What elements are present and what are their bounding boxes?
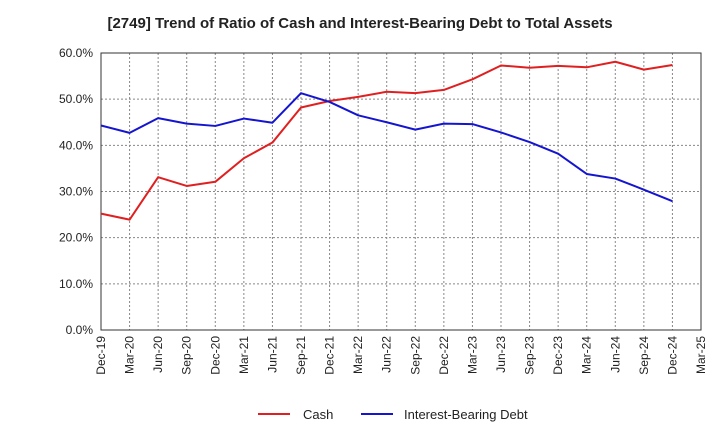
x-tick-label: Sep-22 <box>408 336 422 375</box>
y-tick-label: 20.0% <box>59 231 93 245</box>
legend: Cash Interest-Bearing Debt <box>258 407 528 422</box>
x-tick-label: Mar-22 <box>351 336 365 374</box>
chart-title: [2749] Trend of Ratio of Cash and Intere… <box>107 15 613 32</box>
x-tick-label: Dec-21 <box>323 336 337 375</box>
y-tick-label: 40.0% <box>59 138 93 152</box>
y-tick-label: 30.0% <box>59 185 93 199</box>
x-tick-label: Sep-20 <box>180 336 194 375</box>
x-tick-label: Dec-20 <box>208 336 222 375</box>
x-tick-label: Mar-25 <box>694 336 708 374</box>
x-tick-label: Mar-20 <box>123 336 137 374</box>
series-line <box>100 60 673 221</box>
x-tick-label: Mar-24 <box>580 336 594 374</box>
x-tick-label: Jun-24 <box>608 336 622 373</box>
x-tick-label: Jun-21 <box>265 336 279 373</box>
plot-border <box>100 52 702 331</box>
x-tick-label: Jun-22 <box>380 336 394 373</box>
x-tick-label: Mar-21 <box>237 336 251 374</box>
x-tick-label: Dec-24 <box>665 336 679 375</box>
x-tick-label: Jun-23 <box>494 336 508 373</box>
x-tick-label: Dec-22 <box>437 336 451 375</box>
y-tick-label: 10.0% <box>59 277 93 291</box>
x-tick-label: Dec-23 <box>551 336 565 375</box>
x-tick-label: Sep-24 <box>637 336 651 375</box>
x-tick-label: Mar-23 <box>465 336 479 374</box>
legend-label: Cash <box>303 407 333 422</box>
x-tick-label: Jun-20 <box>151 336 165 373</box>
axes-layer: 0.0% 10.0% 20.0% 30.0% 40.0% 50.0% 60.0% Dec-19… <box>59 46 708 375</box>
series-line <box>100 92 673 203</box>
series-layer <box>100 60 673 221</box>
y-tick-label: 0.0% <box>66 323 94 337</box>
grid-layer <box>100 52 702 331</box>
legend-label: Interest-Bearing Debt <box>404 407 528 422</box>
x-tick-label: Sep-21 <box>294 336 308 375</box>
x-tick-label: Sep-23 <box>523 336 537 375</box>
y-tick-label: 50.0% <box>59 92 93 106</box>
x-tick-label: Dec-19 <box>94 336 108 375</box>
y-tick-label: 60.0% <box>59 46 93 60</box>
